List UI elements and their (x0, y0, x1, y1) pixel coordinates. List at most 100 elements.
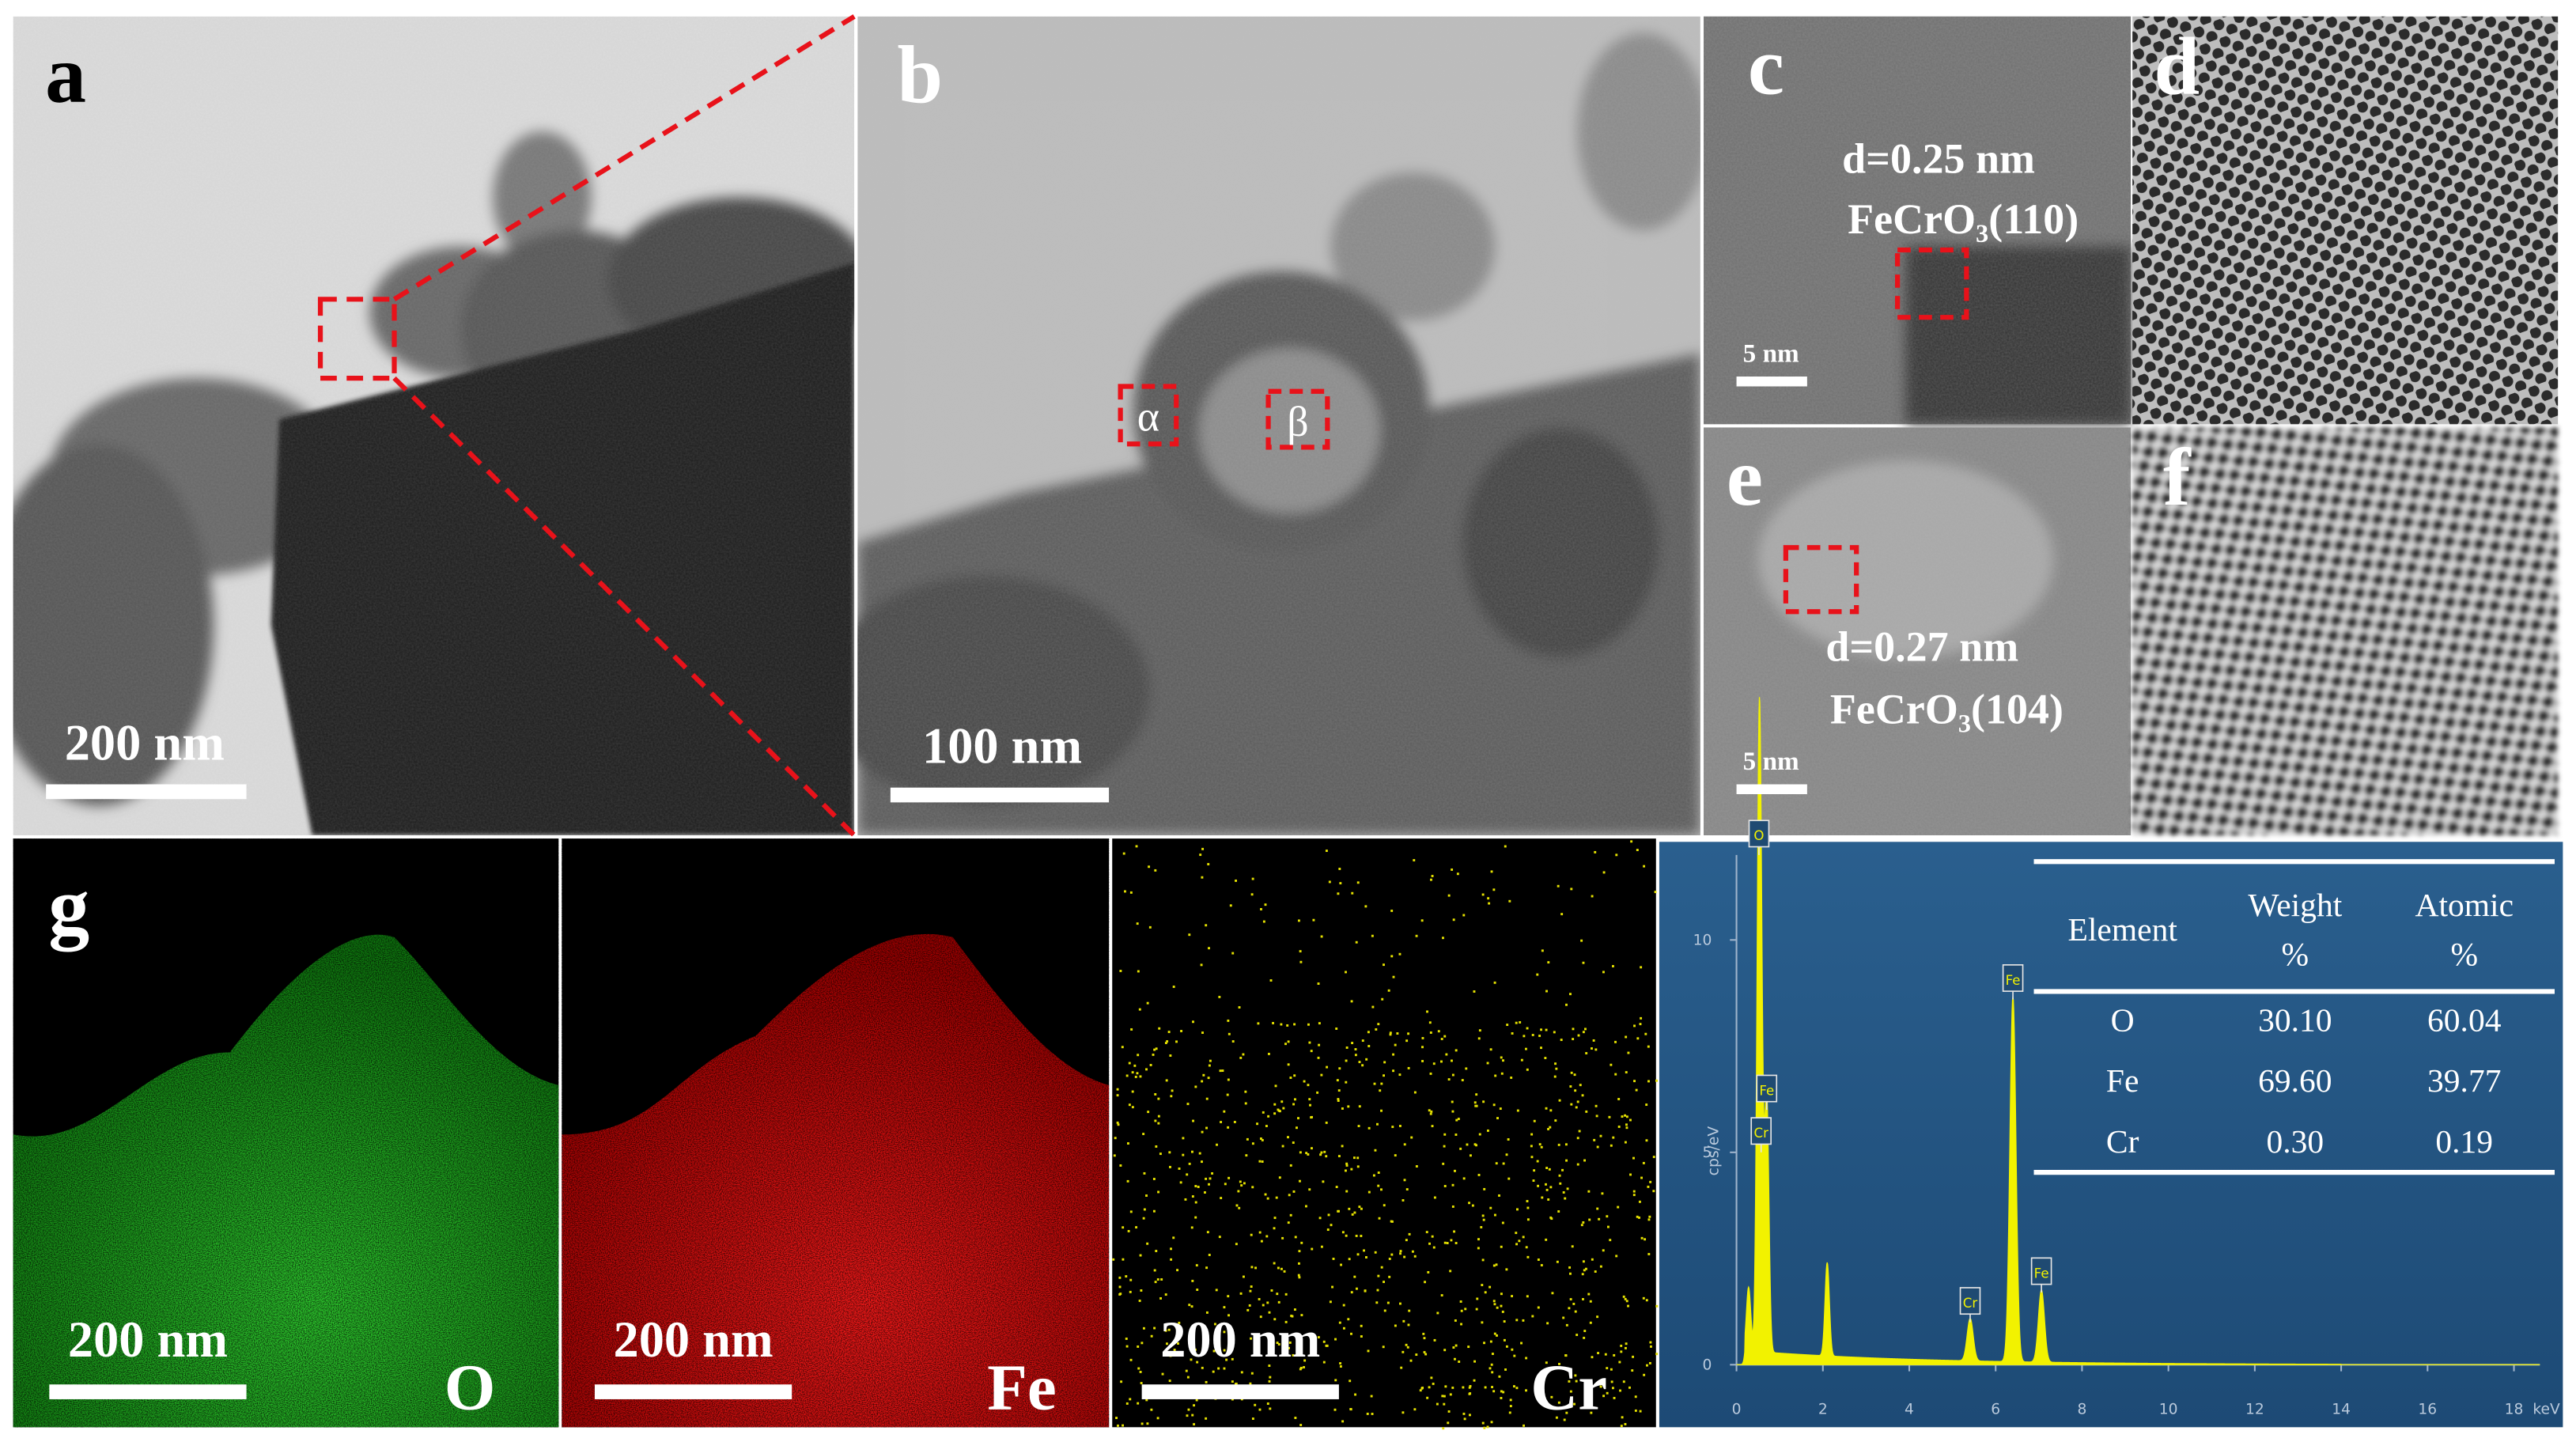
cr-dot (1440, 1294, 1443, 1297)
cr-dot (1298, 1276, 1301, 1279)
cr-dot (1348, 1258, 1351, 1261)
cr-dot (1576, 1163, 1579, 1166)
cr-dot (1526, 1255, 1530, 1258)
cr-dot (1239, 1292, 1243, 1295)
cr-dot (1420, 919, 1424, 922)
lattice-spacing: d=0.25 nm (1842, 134, 2035, 182)
cr-dot (1540, 1264, 1543, 1266)
cr-dot (1223, 1367, 1226, 1370)
cr-dot (1583, 1336, 1586, 1339)
cr-dot (1592, 1039, 1595, 1042)
cr-dot (1297, 919, 1300, 922)
cr-dot (1296, 1126, 1298, 1130)
cr-dot (1293, 1023, 1296, 1026)
cr-dot (1168, 1151, 1171, 1154)
cr-dot (1578, 1130, 1581, 1133)
cr-dot (1386, 1301, 1390, 1304)
cr-dot (1428, 1021, 1432, 1024)
cr-dot (1310, 1116, 1313, 1119)
cr-dot (1513, 1354, 1516, 1357)
cr-dot (1198, 1152, 1201, 1155)
region-label: β (1287, 398, 1308, 445)
cr-dot (1559, 1182, 1562, 1185)
lattice-plane: FeCrO₃(110) (1848, 195, 2079, 243)
cr-dot (1292, 1103, 1296, 1106)
cr-dot (1476, 1297, 1479, 1300)
cr-dot (1639, 1410, 1642, 1413)
cr-dot (1447, 894, 1451, 897)
cr-dot (1618, 1361, 1621, 1364)
cr-dot (1266, 1301, 1269, 1304)
cr-dot (1158, 1027, 1161, 1030)
cr-dot (1636, 1215, 1639, 1218)
cr-dot (1139, 1371, 1142, 1373)
cr-dot (1430, 878, 1432, 881)
cr-dot (1635, 1088, 1638, 1092)
cr-dot (1599, 1385, 1602, 1388)
cr-dot (1292, 1190, 1296, 1193)
cr-dot (1508, 899, 1511, 903)
cr-dot (1615, 1255, 1618, 1258)
cr-dot (1186, 1103, 1190, 1106)
cr-dot (1622, 1380, 1625, 1383)
cr-dot (1266, 1197, 1269, 1200)
cr-dot (1251, 1186, 1254, 1189)
cr-dot (1582, 961, 1585, 964)
cr-dot (1381, 997, 1384, 1001)
cr-dot (1551, 1292, 1554, 1295)
cr-dot (1229, 904, 1232, 907)
cr-dot (1648, 1361, 1651, 1364)
cr-dot (1638, 1200, 1641, 1203)
cr-dot (1389, 1031, 1392, 1035)
cr-dot (1280, 1100, 1284, 1103)
cr-dot (1399, 1302, 1401, 1305)
cr-dot (1327, 1213, 1330, 1217)
cr-dot (1525, 1357, 1528, 1360)
cr-dot (1154, 1119, 1157, 1122)
cr-dot (1299, 1366, 1303, 1369)
cr-dot (1398, 952, 1401, 956)
cr-dot (1447, 1421, 1450, 1425)
cr-dot (1237, 1190, 1240, 1193)
cr-dot (1231, 1345, 1234, 1349)
cr-dot (1201, 1031, 1204, 1035)
cr-dot (1190, 1345, 1193, 1348)
cr-dot (1624, 1297, 1627, 1300)
cr-dot (1451, 1110, 1454, 1113)
cr-dot (1337, 1089, 1341, 1092)
cr-dot (1473, 1360, 1477, 1363)
cr-dot (1197, 1186, 1200, 1188)
cr-dot (1481, 1421, 1485, 1425)
cr-dot (1511, 1032, 1514, 1035)
cr-dot (1421, 1037, 1424, 1039)
cr-dot (1351, 891, 1354, 895)
cr-dot (1429, 1112, 1432, 1115)
cr-dot (1322, 1180, 1325, 1183)
cr-dot (1193, 1423, 1196, 1426)
cr-dot (1454, 1134, 1458, 1136)
cr-dot (1610, 1368, 1613, 1371)
spectrum-curve (1736, 697, 2540, 1365)
cr-dot (1342, 1327, 1345, 1330)
cr-dot (1541, 1196, 1544, 1199)
cr-dot (1389, 1033, 1392, 1036)
cr-dot (1602, 971, 1605, 974)
cr-dot (1531, 1034, 1534, 1036)
cr-dot (1178, 1321, 1181, 1324)
cr-dot (1157, 1122, 1160, 1125)
cr-dot (1201, 847, 1205, 850)
cr-dot (1170, 1247, 1172, 1251)
cr-dot (1331, 1285, 1334, 1289)
cr-dot (1526, 1200, 1529, 1202)
cr-dot (1554, 1119, 1557, 1122)
cr-dot (1489, 1206, 1492, 1209)
cr-dot (1591, 1047, 1593, 1050)
cr-dot (1178, 1332, 1181, 1335)
cr-dot (1300, 1314, 1303, 1317)
cr-dot (1564, 1197, 1567, 1200)
table-cell: 60.04 (2427, 1001, 2502, 1038)
cr-dot (1208, 947, 1210, 950)
cr-dot (1424, 1281, 1427, 1284)
cr-dot (1519, 1020, 1522, 1024)
cr-dot (1219, 1069, 1222, 1073)
